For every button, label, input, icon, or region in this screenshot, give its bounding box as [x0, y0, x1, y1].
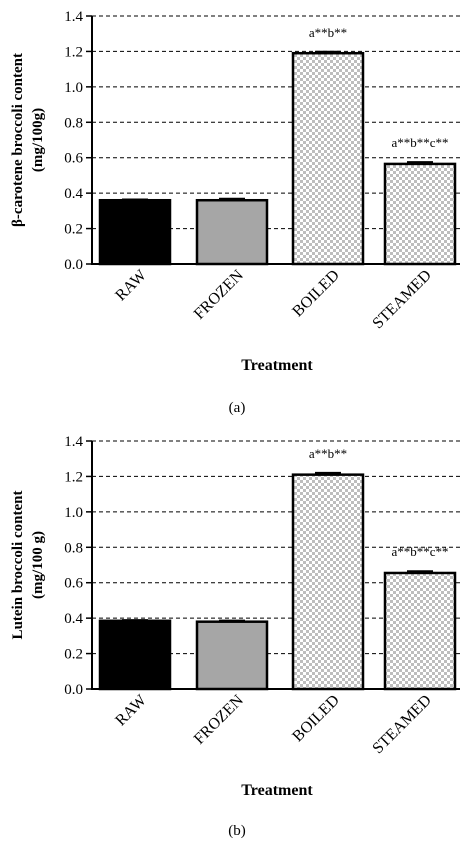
y-axis-title: β-carotene broccoli content — [10, 53, 26, 227]
x-tick-label: RAW — [112, 266, 150, 304]
y-tick-label: 1.0 — [64, 80, 83, 96]
significance-annotation: a**b**c** — [391, 544, 448, 559]
significance-annotation: a**b** — [309, 446, 347, 461]
y-tick-label: 0.0 — [64, 682, 83, 698]
x-axis-title: Treatment — [241, 782, 313, 799]
bar-frozen — [195, 198, 269, 266]
y-tick-label: 0.4 — [64, 186, 83, 202]
y-axis-title-unit: (mg/100 g) — [30, 531, 46, 599]
significance-annotation: a**b**c** — [391, 135, 448, 150]
y-tick-label: 0.6 — [64, 576, 83, 592]
y-tick-label: 0.8 — [64, 115, 83, 131]
bar-boiled — [291, 473, 365, 691]
x-tick-label: RAW — [112, 691, 150, 729]
significance-annotation: a**b** — [309, 25, 347, 40]
y-tick-label: 1.2 — [64, 44, 83, 60]
x-tick-label: FROZEN — [191, 266, 247, 322]
y-tick-label: 1.0 — [64, 505, 83, 521]
bar-raw — [98, 198, 172, 266]
panel-caption: (a) — [229, 400, 246, 416]
bar-steamed — [383, 162, 457, 266]
y-axis-title-unit: (mg/100g) — [30, 108, 46, 172]
y-tick-label: 0.6 — [64, 151, 83, 167]
y-tick-label: 0.0 — [64, 257, 83, 273]
chart-panel-b: 0.0 0.2 0.4 0.6 0.8 1.0 1.2 1.4 RAW FROZEN a**b** B… — [10, 434, 460, 839]
y-tick-label: 0.8 — [64, 540, 83, 556]
bar-boiled — [291, 51, 365, 266]
y-tick-label: 0.2 — [64, 222, 83, 238]
y-tick-label: 0.2 — [64, 647, 83, 663]
y-tick-label: 1.4 — [64, 9, 83, 25]
x-tick-label: FROZEN — [191, 691, 247, 747]
y-tick-label: 0.4 — [64, 611, 83, 627]
bar-raw — [98, 619, 172, 691]
chart-panel-a: 0.0 0.2 0.4 0.6 0.8 1.0 1.2 1.4 RAW FROZEN a**b** B… — [10, 9, 460, 416]
x-tick-label: STEAMED — [369, 692, 434, 757]
x-tick-label: STEAMED — [369, 267, 434, 332]
y-tick-label: 1.4 — [64, 434, 83, 450]
y-tick-label: 1.2 — [64, 469, 83, 485]
x-tick-label: BOILED — [289, 267, 342, 320]
x-tick-label: BOILED — [289, 692, 342, 745]
panel-caption: (b) — [228, 823, 246, 839]
x-axis-title: Treatment — [241, 357, 313, 374]
bar-steamed — [383, 571, 457, 691]
bar-frozen — [195, 620, 269, 691]
y-axis-title: Lutein broccoli content — [10, 491, 26, 640]
